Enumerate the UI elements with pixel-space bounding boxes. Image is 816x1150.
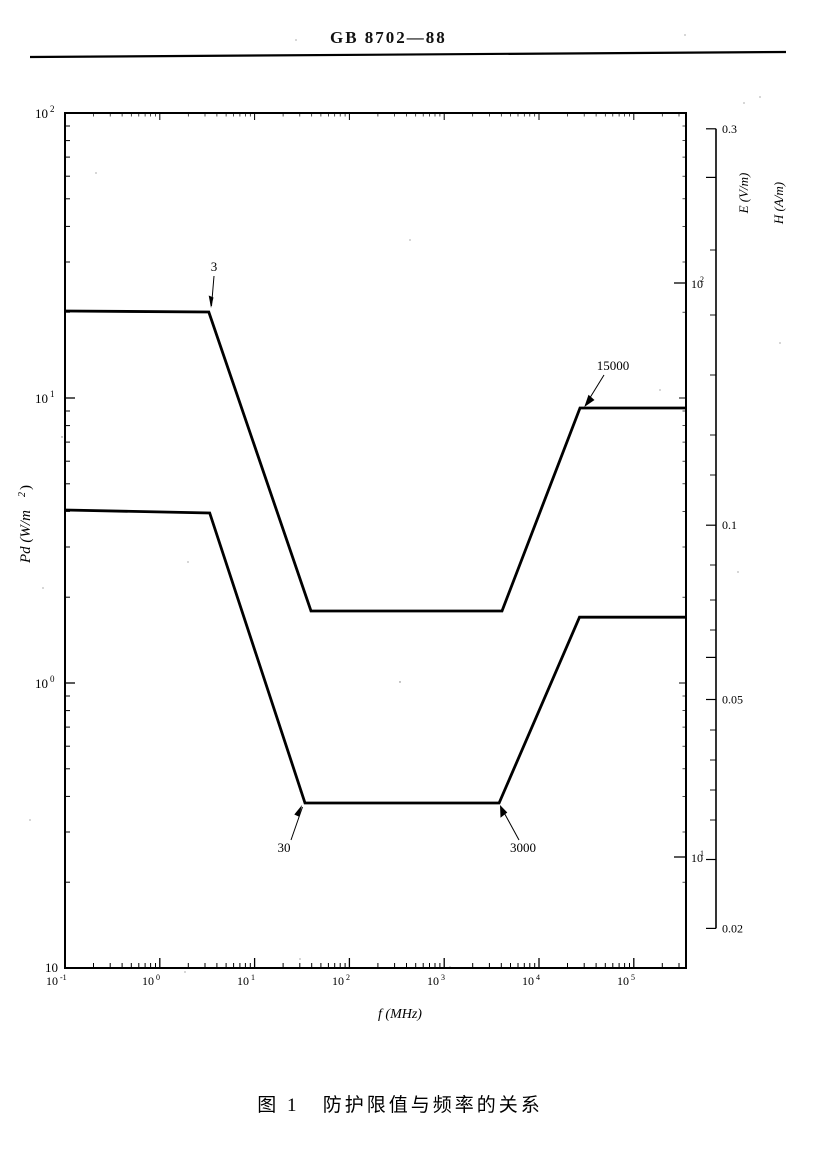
svg-text:2: 2 xyxy=(700,275,704,284)
svg-text:5: 5 xyxy=(631,973,635,982)
svg-text:H (A/m): H (A/m) xyxy=(771,182,786,225)
svg-text:30: 30 xyxy=(278,840,291,855)
svg-text:10: 10 xyxy=(332,974,344,988)
svg-text:3000: 3000 xyxy=(510,840,536,855)
svg-text:10: 10 xyxy=(35,676,48,691)
svg-text:10: 10 xyxy=(35,106,48,121)
svg-text:10: 10 xyxy=(142,974,154,988)
svg-text:3: 3 xyxy=(211,259,218,274)
svg-text:4: 4 xyxy=(536,973,540,982)
svg-text:15000: 15000 xyxy=(597,358,630,373)
svg-text:2: 2 xyxy=(50,104,55,114)
svg-text:10: 10 xyxy=(617,974,629,988)
svg-text:f (MHz): f (MHz) xyxy=(378,1007,422,1022)
svg-text:0.1: 0.1 xyxy=(722,518,737,532)
svg-text:Pd (W/m: Pd (W/m xyxy=(18,510,34,564)
svg-text:1: 1 xyxy=(50,389,55,399)
svg-text:0.3: 0.3 xyxy=(722,122,737,136)
svg-text:10: 10 xyxy=(237,974,249,988)
svg-text:10: 10 xyxy=(35,391,48,406)
svg-text:): ) xyxy=(18,485,34,490)
svg-text:0.02: 0.02 xyxy=(722,922,743,936)
svg-text:10: 10 xyxy=(522,974,534,988)
svg-text:-1: -1 xyxy=(60,973,67,982)
svg-text:2: 2 xyxy=(17,492,28,497)
svg-text:3: 3 xyxy=(441,973,445,982)
svg-text:1: 1 xyxy=(700,849,704,858)
svg-text:E (V/m): E (V/m) xyxy=(736,173,751,215)
svg-text:图 1 防护限值与频率的关系: 图 1 防护限值与频率的关系 xyxy=(257,1094,543,1116)
svg-text:10: 10 xyxy=(45,960,58,975)
svg-text:10: 10 xyxy=(46,974,58,988)
svg-text:1: 1 xyxy=(251,973,255,982)
svg-text:2: 2 xyxy=(346,973,350,982)
svg-text:0.05: 0.05 xyxy=(722,693,743,707)
svg-text:0: 0 xyxy=(156,973,160,982)
svg-text:0: 0 xyxy=(50,674,55,684)
svg-text:10: 10 xyxy=(427,974,439,988)
